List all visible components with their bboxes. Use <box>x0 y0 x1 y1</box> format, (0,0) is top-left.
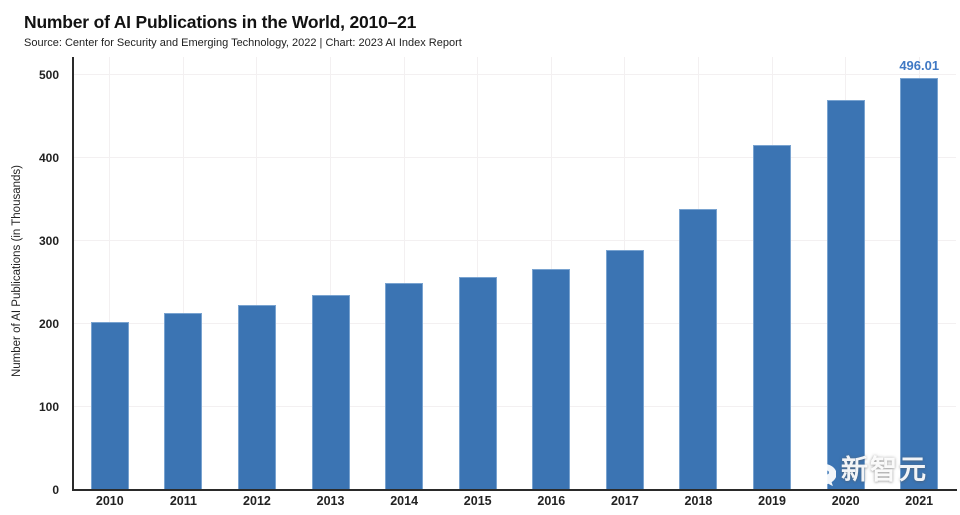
gridline-vertical <box>477 57 479 490</box>
chart-title: Number of AI Publications in the World, … <box>24 12 417 32</box>
watermark-text: 新智元 <box>841 454 928 486</box>
plot-area: 496.01 <box>73 57 956 490</box>
bar-2021 <box>900 78 939 490</box>
gridline-horizontal <box>73 157 956 158</box>
bar-2017 <box>605 250 644 490</box>
wechat-icon <box>792 448 836 487</box>
y-tick-label: 200 <box>38 317 59 331</box>
gridline-vertical <box>256 57 258 490</box>
x-tick-label: 2017 <box>610 494 639 508</box>
gridline-horizontal <box>73 323 956 324</box>
x-tick-label: 2014 <box>390 494 419 508</box>
bar-2014 <box>385 282 424 490</box>
gridline-vertical <box>182 57 184 490</box>
gridline-horizontal <box>73 240 956 241</box>
x-tick-label: 2011 <box>169 494 197 508</box>
bar-2012 <box>237 304 276 490</box>
x-tick-label: 2015 <box>463 494 492 508</box>
y-tick-label: 100 <box>38 400 59 414</box>
y-tick-label: 500 <box>38 68 59 82</box>
x-tick-label: 2010 <box>95 494 124 508</box>
y-axis-ticks: 0 100 200 300 400 500 <box>20 57 66 497</box>
x-axis-labels: 2010 2011 2012 2013 2014 2015 2016 2017 2018 2019… <box>73 494 956 514</box>
bar-value-label: 496.01 <box>899 58 940 74</box>
x-tick-label: 2019 <box>758 494 786 508</box>
x-tick-label: 2018 <box>684 494 713 508</box>
bar-2015 <box>458 276 497 490</box>
watermark: 新智元 <box>790 444 928 490</box>
bar-2016 <box>532 269 571 490</box>
y-tick-label: 400 <box>38 151 59 165</box>
bar-2018 <box>679 208 718 490</box>
bar-2013 <box>311 294 350 490</box>
x-axis-line <box>72 489 957 491</box>
y-axis-line <box>72 57 74 490</box>
y-tick-label: 0 <box>52 483 59 497</box>
bar-2020 <box>826 99 865 490</box>
gridline-vertical <box>330 57 332 490</box>
chart-source: Source: Center for Security and Emerging… <box>24 37 462 49</box>
x-tick-label: 2021 <box>905 494 934 508</box>
x-tick-label: 2020 <box>831 494 860 508</box>
x-tick-label: 2016 <box>537 494 566 508</box>
gridline-vertical <box>109 57 111 490</box>
bar-2010 <box>90 322 129 490</box>
x-tick-label: 2013 <box>316 494 345 508</box>
x-tick-label: 2012 <box>243 494 271 508</box>
gridline-vertical <box>403 57 405 490</box>
gridline-horizontal <box>73 74 956 75</box>
y-tick-label: 300 <box>38 234 59 248</box>
bar-2011 <box>164 313 203 490</box>
bar-2019 <box>753 144 792 490</box>
gridline-horizontal <box>73 406 956 407</box>
